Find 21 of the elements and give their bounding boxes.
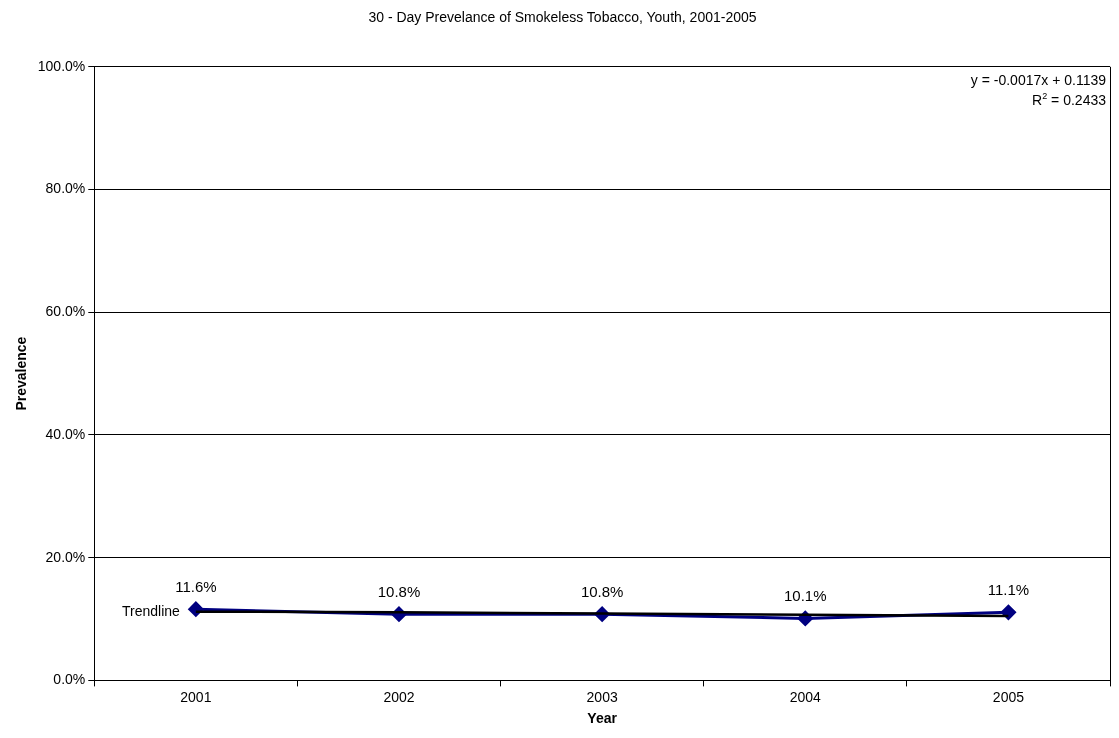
data-label: 10.1% xyxy=(784,587,827,605)
y-tick-label: 80.0% xyxy=(45,180,86,197)
x-tick-label: 2005 xyxy=(992,688,1025,705)
x-tick-label: 2001 xyxy=(180,688,212,705)
y-tick-label: 40.0% xyxy=(45,425,86,442)
annotation: y = -0.0017x + 0.1139 xyxy=(970,71,1107,88)
series-label: Trendline xyxy=(121,602,181,619)
data-label: 10.8% xyxy=(580,582,624,600)
x-tick-label: 2003 xyxy=(586,688,618,705)
y-tick-label: 0.0% xyxy=(53,671,86,688)
data-label: 11.6% xyxy=(175,577,217,595)
data-label: 11.1% xyxy=(987,580,1030,598)
data-label: 10.8% xyxy=(377,582,421,600)
y-axis-title: Prevalence xyxy=(13,336,30,411)
y-tick-label: 20.0% xyxy=(45,548,86,565)
chart-title: 30 - Day Prevelance of Smokeless Tobacco, Youth, 2001-2005 xyxy=(368,9,757,26)
x-tick-label: 2004 xyxy=(789,688,822,705)
y-tick-label: 100.0% xyxy=(37,57,86,74)
y-tick-label: 60.0% xyxy=(45,303,86,320)
x-axis-title: Year xyxy=(587,710,618,727)
x-tick-label: 2002 xyxy=(383,688,415,705)
